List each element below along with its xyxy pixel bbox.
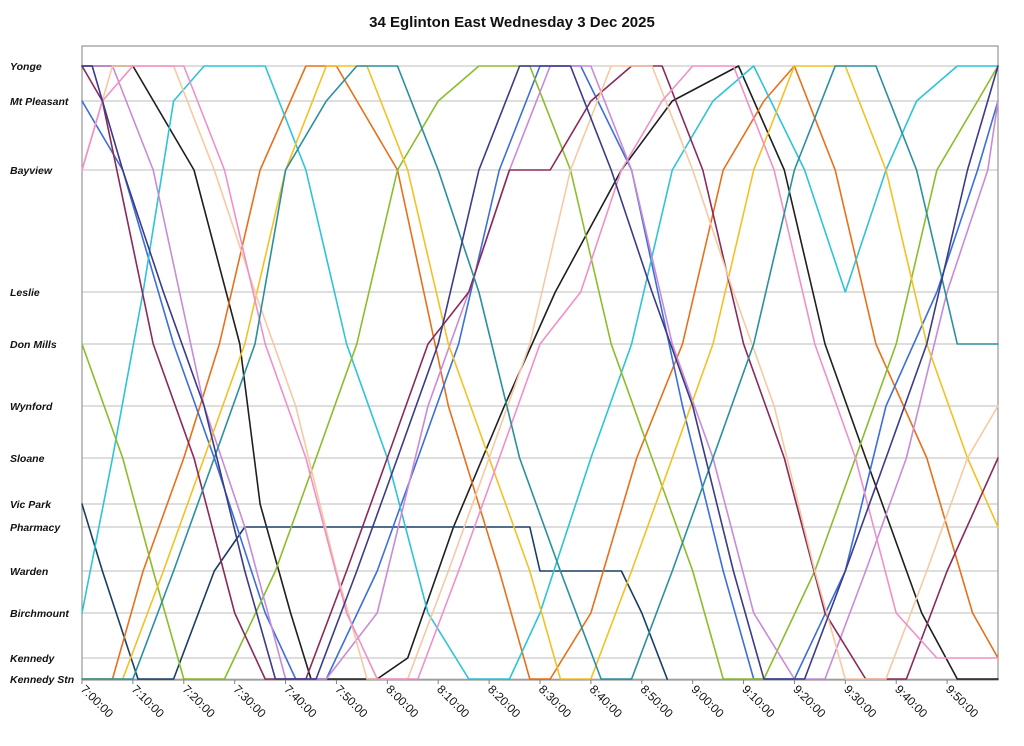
stop-label: Wynford bbox=[10, 401, 53, 413]
series-line-7 bbox=[81, 65, 999, 680]
stop-label: Pharmacy bbox=[10, 522, 61, 534]
x-tick-label: 8:00:00 bbox=[383, 682, 421, 720]
stop-label: Mt Pleasant bbox=[10, 96, 69, 108]
x-tick-label: 7:50:00 bbox=[332, 682, 370, 720]
stop-label: Kennedy Stn bbox=[10, 674, 74, 686]
stop-label: Kennedy bbox=[10, 653, 56, 665]
stop-label: Yonge bbox=[10, 61, 42, 73]
plot-area bbox=[81, 45, 999, 681]
series-line-8 bbox=[81, 65, 999, 680]
x-tick-label: 8:30:00 bbox=[536, 682, 574, 720]
x-tick-label: 9:10:00 bbox=[739, 682, 777, 720]
stop-label: Sloane bbox=[10, 453, 45, 465]
x-tick-label: 8:50:00 bbox=[638, 682, 676, 720]
series-line-11 bbox=[81, 65, 999, 680]
stop-label: Warden bbox=[10, 566, 48, 578]
stop-label: Vic Park bbox=[10, 499, 52, 511]
x-tick-label: 7:30:00 bbox=[231, 682, 269, 720]
x-tick-label: 8:40:00 bbox=[587, 682, 625, 720]
series-line-10 bbox=[81, 65, 999, 680]
series-line-5 bbox=[81, 65, 999, 680]
stop-label: Don Mills bbox=[10, 339, 57, 351]
stop-label: Leslie bbox=[10, 287, 40, 299]
chart-title: 34 Eglinton East Wednesday 3 Dec 2025 bbox=[369, 14, 655, 31]
stop-label: Bayview bbox=[10, 165, 53, 177]
x-tick-label: 7:10:00 bbox=[129, 682, 167, 720]
x-tick-label: 7:00:00 bbox=[78, 682, 116, 720]
x-tick-label: 9:00:00 bbox=[689, 682, 727, 720]
x-tick-label: 8:20:00 bbox=[485, 682, 523, 720]
x-tick-label: 7:40:00 bbox=[281, 682, 319, 720]
x-tick-label: 9:50:00 bbox=[943, 682, 981, 720]
series-line-12 bbox=[81, 65, 999, 680]
x-tick-label: 8:10:00 bbox=[434, 682, 472, 720]
series-line-0 bbox=[81, 65, 999, 680]
series-line-4 bbox=[81, 65, 999, 680]
x-tick-label: 9:40:00 bbox=[892, 682, 930, 720]
series-line-2 bbox=[81, 65, 999, 680]
x-tick-label: 9:20:00 bbox=[790, 682, 828, 720]
stop-label: Birchmount bbox=[10, 608, 69, 620]
x-tick-label: 7:20:00 bbox=[180, 682, 218, 720]
x-tick-label: 9:30:00 bbox=[841, 682, 879, 720]
